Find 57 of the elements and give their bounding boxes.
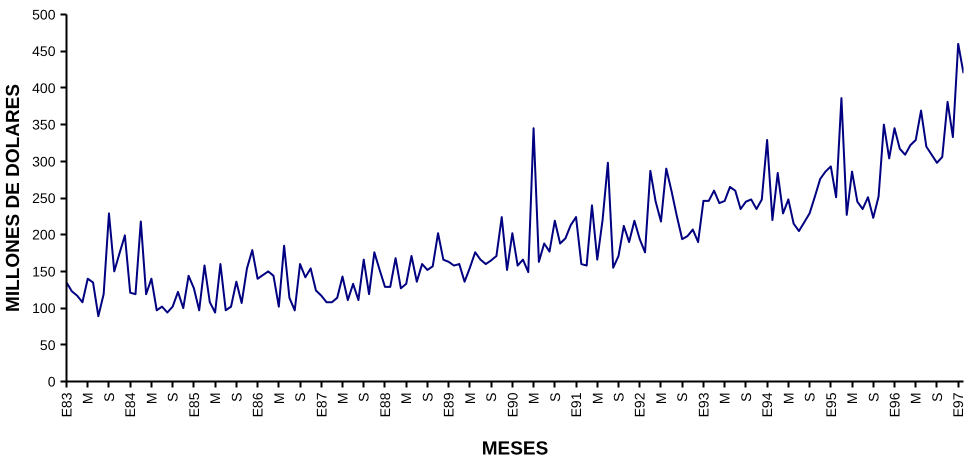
x-tick-label: E95	[822, 392, 839, 418]
x-tick-label: M	[526, 392, 542, 404]
y-tick-label: 150	[32, 263, 56, 280]
x-tick-label: M	[462, 392, 478, 404]
x-tick-label: M	[716, 392, 733, 404]
x-tick-label: E86	[250, 392, 266, 418]
x-tick-label: S	[164, 392, 181, 402]
x-tick-label: E88	[376, 392, 393, 418]
x-tick-label: S	[100, 392, 117, 402]
x-tick-label: E97	[950, 392, 966, 418]
y-tick-label: 500	[32, 6, 56, 22]
x-tick-label: E89	[440, 392, 457, 418]
x-tick-label: E87	[313, 392, 330, 418]
x-tick-label: S	[738, 392, 754, 402]
x-tick-label: M	[844, 392, 860, 404]
x-tick-label: M	[780, 392, 796, 404]
x-tick-label: M	[143, 392, 160, 404]
y-tick-label: 400	[32, 80, 56, 96]
x-tick-label: E94	[759, 392, 776, 418]
x-tick-label: M	[589, 392, 606, 404]
x-tick-label: E92	[632, 392, 648, 418]
x-tick-label: M	[207, 392, 224, 404]
y-tick-label: 250	[32, 190, 56, 206]
x-tick-label: E90	[504, 392, 520, 418]
x-tick-label: S	[546, 392, 563, 402]
x-tick-label: E93	[695, 392, 712, 418]
x-axis-title: MESES	[482, 438, 548, 460]
x-tick-label: E96	[886, 392, 902, 418]
x-tick-label: S	[610, 392, 626, 402]
x-tick-label: S	[483, 392, 500, 402]
y-tick-label: 100	[32, 300, 56, 316]
x-tick-label: M	[80, 392, 96, 404]
x-tick-label: S	[674, 392, 690, 402]
x-tick-label: M	[652, 392, 669, 404]
y-tick-label: 50	[40, 336, 56, 353]
x-tick-label: S	[865, 392, 882, 402]
x-tick-label: M	[398, 392, 414, 404]
y-tick-label: 450	[32, 43, 56, 60]
y-tick-label: 350	[32, 116, 56, 133]
x-tick-label: S	[356, 392, 372, 402]
x-tick-label: S	[802, 392, 818, 402]
x-tick-label: E91	[568, 392, 584, 418]
x-tick-label: E83	[58, 392, 74, 418]
x-tick-label: M	[334, 392, 350, 404]
line-series	[66, 42, 964, 318]
x-tick-label: S	[419, 392, 436, 402]
x-tick-label: M	[270, 392, 287, 404]
y-tick-label: 200	[32, 226, 56, 243]
x-tick-label: S	[292, 392, 308, 402]
x-tick-label: S	[228, 392, 244, 402]
y-tick-label: 300	[32, 153, 56, 170]
y-tick-label: 0	[48, 374, 56, 390]
y-axis-title: MILLONES DE DOLARES	[3, 84, 24, 312]
x-tick-label: S	[928, 392, 945, 402]
x-tick-label: E84	[122, 392, 138, 418]
x-tick-label: E85	[186, 392, 202, 418]
x-tick-label: M	[908, 392, 924, 404]
